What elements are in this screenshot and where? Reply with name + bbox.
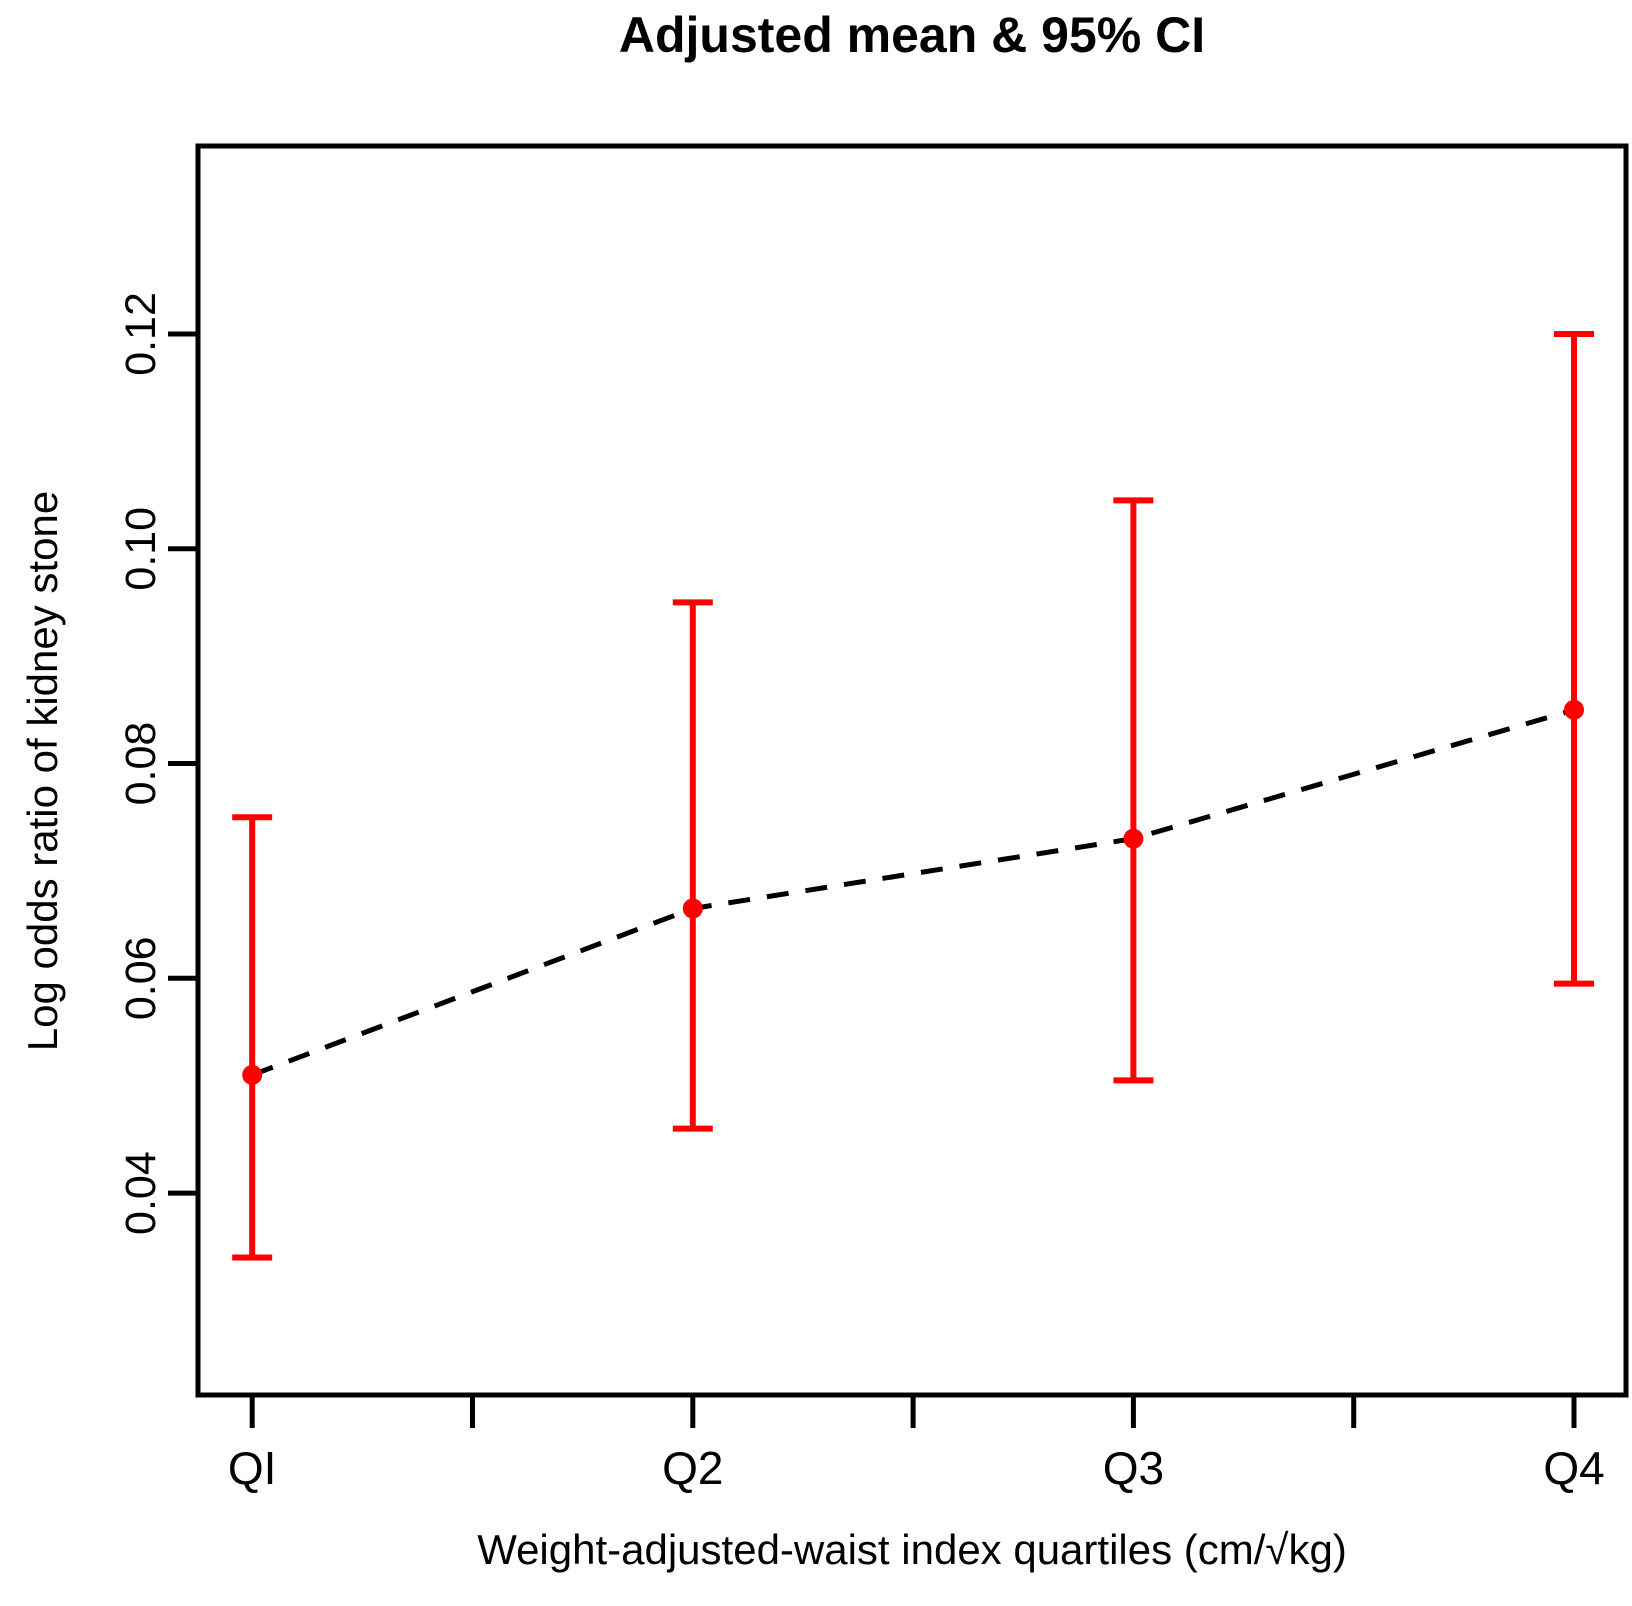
y-tick-label: 0.12 xyxy=(117,292,165,376)
data-point xyxy=(242,1064,263,1085)
y-tick-label: 0.10 xyxy=(117,507,165,591)
trend-line xyxy=(251,707,1575,1078)
plot-border xyxy=(195,143,1629,1398)
x-tick-label: Q2 xyxy=(662,1442,723,1494)
y-axis-label: Log odds ratio of kidney stone xyxy=(19,490,66,1052)
chart-title: Adjusted mean & 95% CI xyxy=(618,7,1206,63)
data-point xyxy=(1123,828,1144,849)
y-tick-label: 0.04 xyxy=(117,1151,165,1235)
data-point xyxy=(1564,699,1585,720)
x-tick-label: Q3 xyxy=(1103,1442,1164,1494)
x-axis-label: Weight-adjusted-waist index quartiles (c… xyxy=(477,1526,1347,1573)
data-point xyxy=(682,898,703,919)
y-tick-label: 0.06 xyxy=(117,936,165,1020)
x-tick-label: QI xyxy=(228,1442,277,1494)
x-tick-label: Q4 xyxy=(1543,1442,1604,1494)
y-tick-label: 0.08 xyxy=(117,722,165,806)
